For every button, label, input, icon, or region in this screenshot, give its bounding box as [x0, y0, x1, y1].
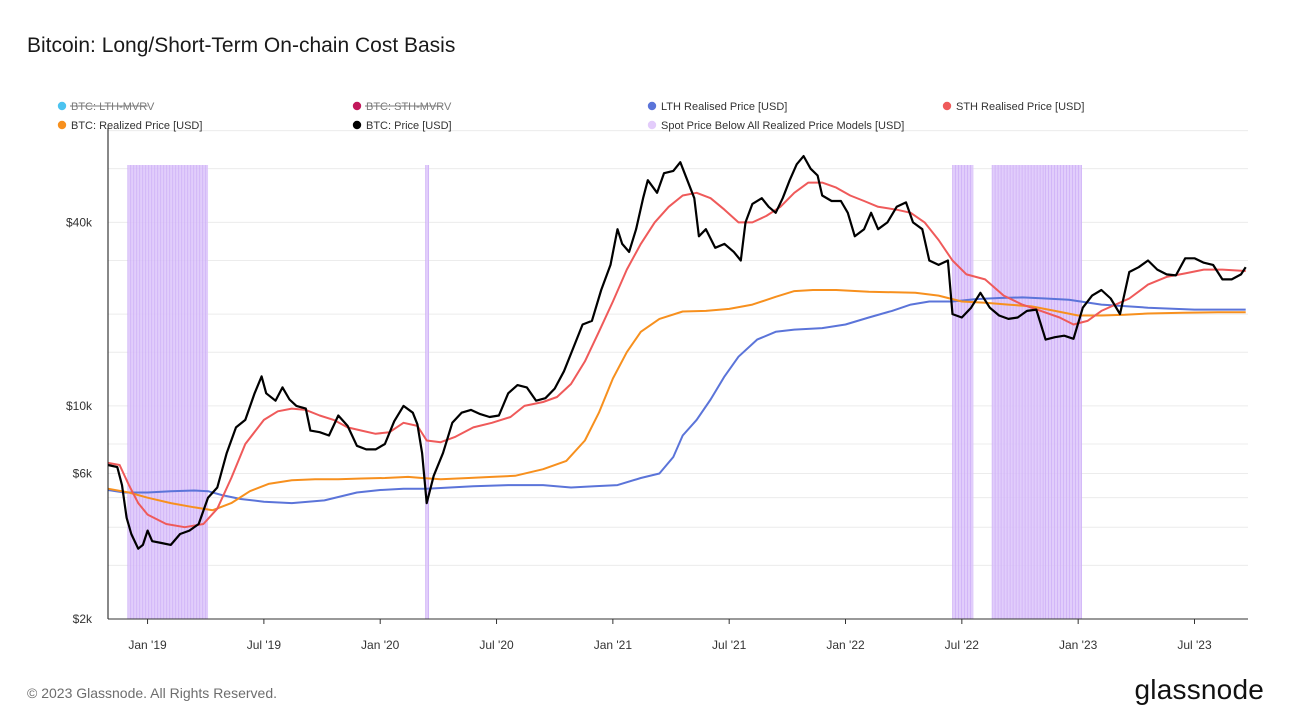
legend-swatch [647, 120, 657, 130]
legend-swatch [57, 120, 67, 130]
chart-title: Bitcoin: Long/Short-Term On-chain Cost B… [27, 34, 456, 57]
x-tick-label: Jan '21 [594, 638, 633, 652]
legend-swatch [942, 101, 952, 111]
legend-item: BTC: LTH-MVRV [57, 101, 155, 113]
legend-label: BTC: LTH-MVRV [71, 101, 155, 113]
legend-label: LTH Realised Price [USD] [661, 101, 787, 113]
legend-swatch [352, 101, 362, 111]
copyright-text: © 2023 Glassnode. All Rights Reserved. [27, 685, 278, 701]
x-tick-label: Jul '20 [479, 638, 514, 652]
legend-item: BTC: STH-MVRV [352, 101, 452, 113]
x-tick-label: Jan '23 [1059, 638, 1098, 652]
legend: BTC: LTH-MVRV BTC: STH-MVRV LTH Realised P… [57, 101, 1084, 132]
y-tick-label: $40k [66, 215, 93, 229]
shaded-range [425, 165, 430, 619]
legend-label: Spot Price Below All Realized Price Mode… [661, 120, 904, 132]
series-line [107, 181, 1246, 529]
series-lines [107, 155, 1247, 550]
x-tick-label: Jan '19 [128, 638, 167, 652]
legend-swatch [647, 101, 657, 111]
x-tick-label: Jan '20 [361, 638, 400, 652]
legend-item: BTC: Realized Price [USD] [57, 120, 202, 132]
legend-item: LTH Realised Price [USD] [647, 101, 787, 113]
legend-swatch [57, 101, 67, 111]
x-tick-label: Jul '19 [247, 638, 282, 652]
x-tick-label: Jul '23 [1177, 638, 1212, 652]
y-tick-label: $2k [73, 612, 93, 626]
legend-item: STH Realised Price [USD] [942, 101, 1084, 113]
legend-item: BTC: Price [USD] [352, 120, 452, 132]
legend-swatch [352, 120, 362, 130]
legend-label: BTC: STH-MVRV [366, 101, 452, 113]
legend-label: STH Realised Price [USD] [956, 101, 1084, 113]
x-tick-label: Jan '22 [826, 638, 865, 652]
x-tick-label: Jul '21 [712, 638, 747, 652]
x-tick-label: Jul '22 [945, 638, 980, 652]
y-tick-label: $6k [73, 467, 93, 481]
series-line [107, 155, 1247, 550]
legend-item: Spot Price Below All Realized Price Mode… [647, 120, 904, 132]
legend-label: BTC: Realized Price [USD] [71, 120, 202, 132]
shaded-range [952, 165, 974, 619]
shaded-regions [127, 165, 1082, 619]
axes: $2k $6k $10k $40k Jan '19 Jul '19 Jan '20 Jul '… [66, 128, 1248, 652]
y-tick-label: $10k [66, 399, 93, 413]
brand-logo: glassnode [1134, 674, 1264, 705]
legend-label: BTC: Price [USD] [366, 120, 452, 132]
